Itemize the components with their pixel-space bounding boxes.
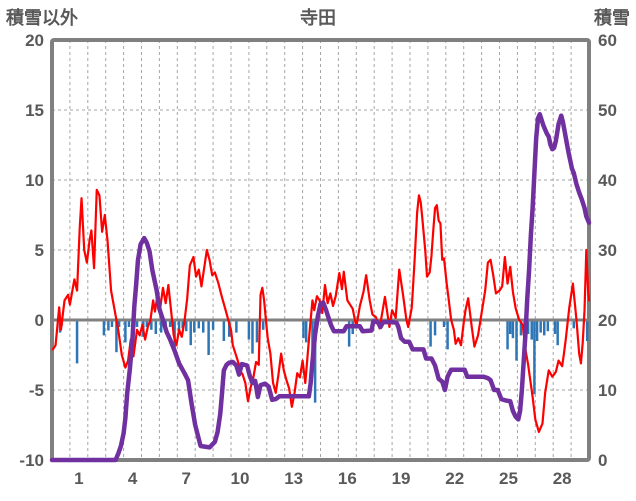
x-axis-tick-label: 16 bbox=[338, 469, 357, 488]
right-axis-tick-label: 0 bbox=[598, 451, 607, 470]
x-axis-tick-label: 7 bbox=[182, 469, 191, 488]
x-axis-tick-label: 10 bbox=[230, 469, 249, 488]
x-axis-tick-label: 4 bbox=[128, 469, 138, 488]
right-axis-tick-label: 30 bbox=[598, 241, 617, 260]
left-axis-tick-label: -10 bbox=[19, 451, 44, 470]
right-axis-title: 積雪 bbox=[594, 8, 630, 28]
plot-frame bbox=[50, 38, 591, 462]
left-axis-tick-label: 20 bbox=[25, 31, 44, 50]
right-axis-tick-label: 20 bbox=[598, 311, 617, 330]
left-axis-tick-label: 0 bbox=[35, 311, 44, 330]
x-axis-tick-label: 19 bbox=[392, 469, 411, 488]
purple-series-line bbox=[49, 111, 592, 463]
left-axis-title: 積雪以外 bbox=[6, 8, 78, 28]
red-series-line bbox=[51, 188, 591, 434]
left-axis-tick-label: -5 bbox=[29, 381, 44, 400]
x-axis-tick-label: 1 bbox=[74, 469, 83, 488]
x-axis-tick-label: 22 bbox=[445, 469, 464, 488]
right-axis-tick-label: 10 bbox=[598, 381, 617, 400]
left-axis-tick-label: 15 bbox=[25, 101, 44, 120]
x-axis-tick-label: 28 bbox=[553, 469, 572, 488]
x-axis-tick-label: 25 bbox=[499, 469, 518, 488]
left-axis-tick-label: 5 bbox=[35, 241, 44, 260]
right-axis-tick-label: 60 bbox=[598, 31, 617, 50]
right-axis-tick-label: 50 bbox=[598, 101, 617, 120]
chart-title: 寺田 bbox=[300, 8, 336, 28]
left-axis-tick-label: 10 bbox=[25, 171, 44, 190]
x-axis-tick-label: 13 bbox=[284, 469, 303, 488]
right-axis-tick-label: 40 bbox=[598, 171, 617, 190]
